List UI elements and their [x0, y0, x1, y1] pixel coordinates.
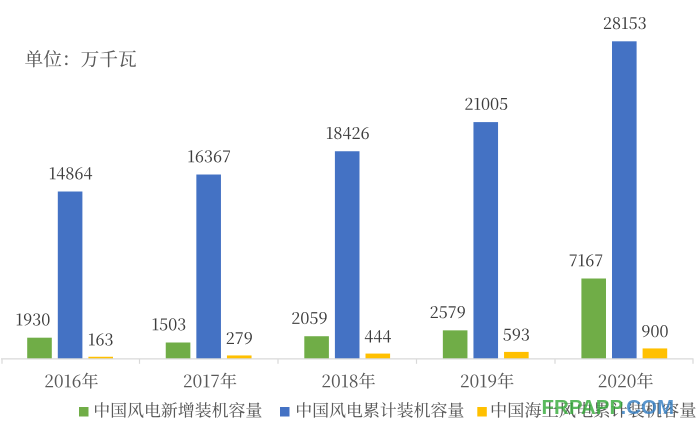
svg-text:FRPAPP.COM: FRPAPP.COM	[542, 396, 675, 419]
